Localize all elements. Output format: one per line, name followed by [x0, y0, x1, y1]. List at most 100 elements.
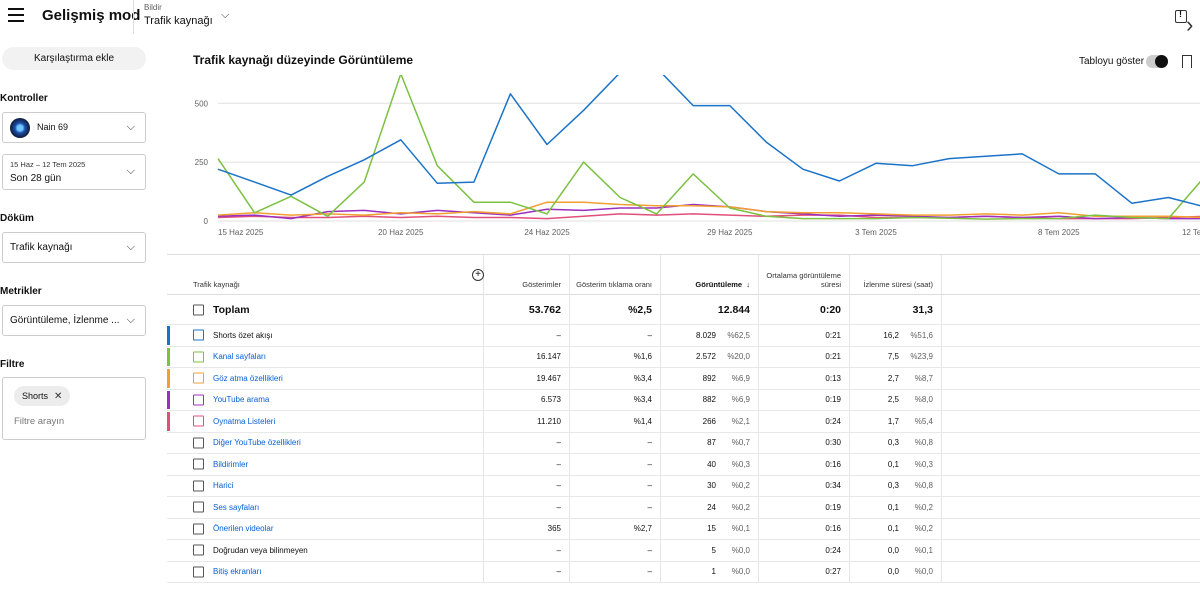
row-views: 40 %0,3 [661, 454, 759, 475]
breakdown-select[interactable]: Trafik kaynağı ⌵ [2, 232, 146, 263]
row-source-name[interactable]: Kanal sayfaları [167, 346, 484, 367]
row-views: 266 %2,1 [661, 411, 759, 432]
row-views: 24 %0,2 [661, 497, 759, 518]
row-checkbox[interactable] [193, 501, 204, 513]
row-source-name[interactable]: Göz atma özellikleri [167, 368, 484, 389]
row-avg-duration: 0:24 [759, 540, 850, 561]
total-watch-time: 31,3 [850, 295, 942, 324]
row-ctr: – [570, 561, 661, 582]
row-avg-duration: 0:16 [759, 454, 850, 475]
row-checkbox[interactable] [193, 372, 204, 384]
row-watch-value: 0,0 [887, 545, 899, 555]
filter-box[interactable]: Shorts ✕ Filtre arayın [2, 377, 146, 440]
date-range-select[interactable]: 15 Haz – 12 Tem 2025 Son 28 gün ⌵ [2, 154, 146, 190]
row-views: 87 %0,7 [661, 432, 759, 453]
row-views-pct: %20,0 [727, 352, 750, 362]
row-ctr: – [570, 540, 661, 561]
row-watch-time: 7,5 %23,9 [850, 346, 942, 367]
row-checkbox[interactable] [193, 351, 204, 363]
header-views[interactable]: Görüntüleme ↓ [661, 255, 759, 295]
bookmark-icon[interactable] [1182, 55, 1192, 72]
row-source-name[interactable]: Diğer YouTube özellikleri [167, 432, 484, 453]
row-views-pct: %0,1 [731, 524, 750, 534]
row-watch-pct: %0,1 [914, 545, 933, 555]
row-watch-pct: %51,6 [910, 330, 933, 340]
row-source-name[interactable]: YouTube arama [167, 389, 484, 410]
row-checkbox[interactable] [193, 544, 204, 556]
header-traffic-source[interactable]: Trafik kaynağı [167, 255, 484, 295]
row-views: 8.029 %62,5 [661, 325, 759, 346]
row-checkbox[interactable] [193, 437, 204, 449]
filter-chip-shorts[interactable]: Shorts ✕ [14, 386, 71, 406]
row-checkbox[interactable] [193, 329, 204, 341]
row-checkbox[interactable] [193, 458, 204, 470]
series-color-stripe [167, 369, 170, 388]
row-impressions: – [484, 325, 570, 346]
row-watch-value: 2,7 [887, 373, 899, 383]
add-column-icon[interactable]: + [472, 269, 484, 281]
row-impressions: – [484, 497, 570, 518]
row-views: 15 %0,1 [661, 518, 759, 539]
header-avg-duration[interactable]: Ortalama görüntüleme süresi [759, 255, 850, 295]
metrics-label: Metrikler [0, 286, 42, 297]
header-ctr[interactable]: Gösterim tıklama oranı [570, 255, 661, 295]
row-watch-pct: %0,2 [914, 524, 933, 534]
row-views-value: 15 [707, 524, 716, 534]
row-checkbox[interactable] [193, 480, 204, 492]
y-tick-label: 500 [195, 99, 209, 108]
row-avg-duration: 0:24 [759, 411, 850, 432]
y-tick-label: 0 [204, 217, 209, 226]
row-checkbox[interactable] [193, 566, 204, 578]
close-icon[interactable]: ✕ [54, 390, 63, 402]
row-views: 2.572 %20,0 [661, 346, 759, 367]
series-line [217, 75, 1200, 220]
row-source-name[interactable]: Harici [167, 475, 484, 496]
chevron-down-icon: ⌵ [126, 313, 135, 326]
row-source-name[interactable]: Bildirimler [167, 454, 484, 475]
row-views: 892 %6,9 [661, 368, 759, 389]
row-source-name[interactable]: Bitiş ekranları [167, 561, 484, 582]
row-views-value: 40 [707, 459, 716, 469]
breakdown-label: Döküm [0, 213, 34, 224]
row-watch-value: 16,2 [883, 330, 899, 340]
row-views-pct: %0,7 [731, 438, 750, 448]
row-views-value: 24 [707, 502, 716, 512]
row-views-value: 892 [702, 373, 716, 383]
table-row: Bildirimler – –40 %0,3 0:16 0,1 %0,3 [167, 454, 1200, 476]
row-watch-pct: %0,3 [914, 459, 933, 469]
chevron-down-icon: ⌵ [126, 240, 135, 253]
table-row: Bitiş ekranları – –1 %0,0 0:27 0,0 %0,0 [167, 561, 1200, 583]
header-impressions[interactable]: Gösterimler [484, 255, 570, 295]
row-checkbox[interactable] [193, 415, 204, 427]
report-selector[interactable]: Bildir Trafik kaynağı ⌵ [133, 0, 229, 34]
row-checkbox[interactable] [193, 523, 204, 535]
row-avg-duration: 0:21 [759, 346, 850, 367]
series-line [217, 75, 1200, 207]
y-tick-label: 250 [195, 158, 209, 167]
metrics-select[interactable]: Görüntüleme, İzlenme ... ⌵ [2, 305, 146, 336]
filter-search-input[interactable]: Filtre arayın [14, 416, 65, 427]
row-watch-value: 0,1 [887, 459, 899, 469]
filter-label: Filtre [0, 359, 25, 370]
add-comparison-button[interactable]: Karşılaştırma ekle [2, 47, 146, 70]
row-source-name[interactable]: Ses sayfaları [167, 497, 484, 518]
row-impressions: – [484, 432, 570, 453]
show-table-toggle[interactable] [1146, 55, 1168, 68]
channel-select[interactable]: Nain 69 ⌵ [2, 112, 146, 143]
feedback-icon[interactable] [1175, 9, 1187, 23]
row-checkbox[interactable] [193, 394, 204, 406]
row-views-value: 87 [707, 438, 716, 448]
row-avg-duration: 0:21 [759, 325, 850, 346]
row-source-name[interactable]: Oynatma Listeleri [167, 411, 484, 432]
row-views-value: 30 [707, 481, 716, 491]
row-views: 5 %0,0 [661, 540, 759, 561]
row-impressions: 365 [484, 518, 570, 539]
row-views-pct: %6,9 [731, 373, 750, 383]
table-header: Trafik kaynağı + Gösterimler Gösterim tı… [167, 254, 1200, 295]
total-checkbox[interactable] [193, 304, 204, 315]
row-views: 30 %0,2 [661, 475, 759, 496]
header-watch-time[interactable]: İzlenme süresi (saat) [850, 255, 942, 295]
row-source-name[interactable]: Önerilen videolar [167, 518, 484, 539]
hamburger-menu-icon[interactable] [8, 8, 24, 22]
chevron-right-icon[interactable]: › [1186, 12, 1194, 37]
